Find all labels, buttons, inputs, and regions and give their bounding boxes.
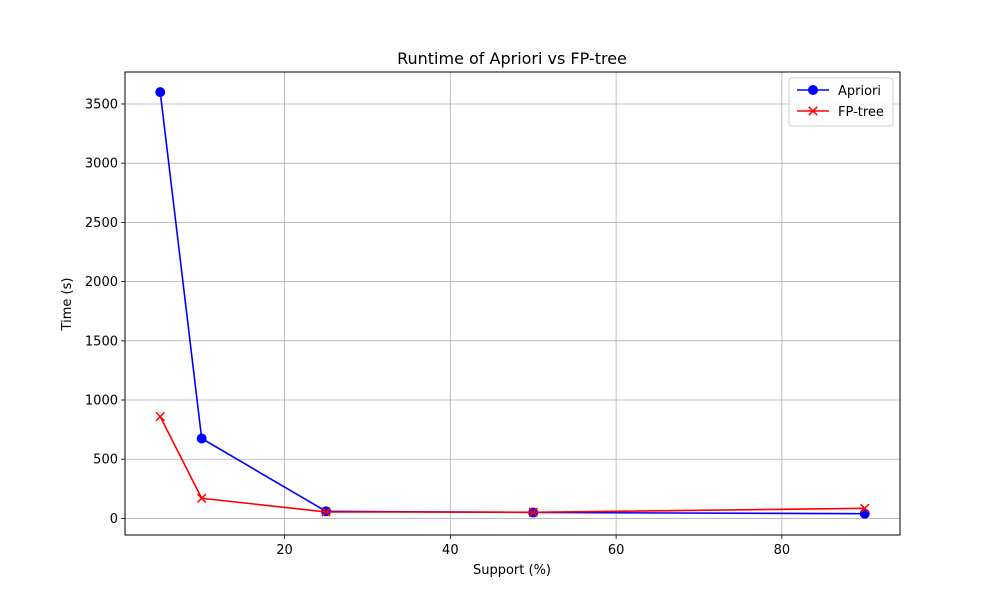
data-point-apriori <box>155 87 166 98</box>
y-tick-label: 3000 <box>85 157 118 172</box>
x-tick-label: 40 <box>442 543 459 558</box>
data-point-fp-tree <box>196 493 207 504</box>
x-tick-label: 20 <box>276 543 293 558</box>
legend-label-fp-tree: FP-tree <box>838 105 884 120</box>
legend: Apriori FP-tree <box>788 77 894 127</box>
data-point-apriori <box>196 433 207 444</box>
y-tick-label: 2500 <box>85 216 118 231</box>
grid <box>125 72 900 535</box>
chart-title: Runtime of Apriori vs FP-tree <box>397 49 627 68</box>
data-point-fp-tree <box>860 503 870 514</box>
data-point-fp-tree <box>528 507 538 517</box>
plot-frame <box>124 71 901 536</box>
y-tick-label: 2000 <box>85 275 118 290</box>
data-point-fp-tree <box>155 411 165 422</box>
y-tick-label: 0 <box>110 512 118 527</box>
series-area <box>155 87 870 519</box>
legend-marker-apriori <box>808 85 818 95</box>
ticks: 20 40 60 80 0 500 1000 1500 2000 2500 3000 3500 <box>85 97 790 558</box>
y-tick-label: 1000 <box>85 394 118 409</box>
y-tick-label: 1500 <box>85 334 118 349</box>
x-tick-label: 80 <box>774 543 791 558</box>
x-tick-label: 60 <box>608 543 625 558</box>
x-axis-label: Support (%) <box>473 563 551 578</box>
series-fp-tree <box>155 411 870 517</box>
data-point-fp-tree <box>321 507 331 517</box>
legend-marker-fp-tree <box>808 106 818 116</box>
y-tick-label: 3500 <box>85 97 118 112</box>
y-tick-label: 500 <box>93 453 118 468</box>
y-axis-label: Time (s) <box>60 278 75 332</box>
legend-label-apriori: Apriori <box>838 84 881 99</box>
